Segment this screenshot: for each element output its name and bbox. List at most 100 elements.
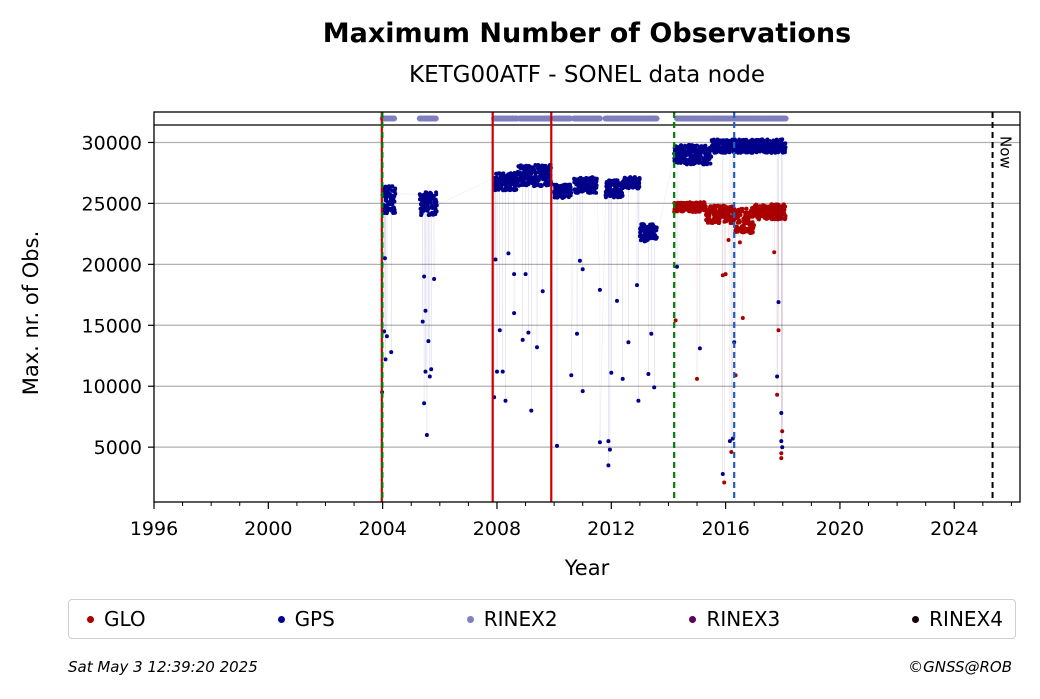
gps-point <box>783 145 788 150</box>
gps-point <box>418 193 423 198</box>
gps-point <box>434 209 439 214</box>
x-tick-label: 2012 <box>587 518 635 540</box>
gps-point <box>423 308 428 313</box>
gps-point <box>506 181 511 186</box>
gps-point <box>783 141 788 146</box>
glo-point <box>752 223 756 228</box>
gps-point <box>526 330 531 335</box>
gps-point <box>594 176 599 181</box>
gps-point <box>654 235 659 240</box>
gps-point <box>637 181 642 186</box>
legend-item-rinex3: RINEX3 <box>689 607 780 631</box>
glo-point <box>744 206 749 211</box>
y-tick-label: 5000 <box>94 437 142 459</box>
glo-point <box>695 376 699 381</box>
gps-point <box>529 408 534 413</box>
gps-point <box>420 319 425 324</box>
glo-point <box>742 225 746 230</box>
gps-point <box>594 190 599 195</box>
gps-point <box>780 137 785 142</box>
legend-label: GLO <box>104 607 146 631</box>
gps-point <box>620 193 625 198</box>
gps-point <box>779 439 784 444</box>
gps-point <box>782 150 787 155</box>
gps-point <box>577 258 582 263</box>
gps-point <box>543 163 548 168</box>
chart-title: Maximum Number of Observations <box>323 18 851 49</box>
gps-point <box>615 298 619 303</box>
x-axis-label: Year <box>564 556 610 580</box>
x-tick-label: 2000 <box>244 518 292 540</box>
gps-point <box>620 376 625 381</box>
gps-point <box>607 447 612 452</box>
gps-point <box>580 389 585 394</box>
gps-point <box>383 357 388 362</box>
legend-item-glo: GLO <box>87 607 146 631</box>
gps-point <box>780 445 785 450</box>
legend-marker <box>277 615 285 623</box>
footer-timestamp: Sat May 3 12:39:20 2025 <box>68 658 258 676</box>
gps-point <box>569 190 574 195</box>
gps-point <box>597 440 602 445</box>
gps-point <box>503 398 508 403</box>
gps-point <box>775 374 780 379</box>
gps-point <box>423 369 428 374</box>
gps-point <box>393 210 397 215</box>
legend-marker <box>87 615 94 623</box>
legend-item-rinex4: RINEX4 <box>912 607 1003 631</box>
gps-point <box>626 340 631 345</box>
gps-point <box>427 374 432 379</box>
gps-point <box>383 184 388 189</box>
glo-point <box>726 238 731 242</box>
y-tick-label: 30000 <box>82 132 142 154</box>
glo-point <box>783 214 788 218</box>
gps-point <box>539 183 544 188</box>
gps-point <box>422 401 427 406</box>
gps-point <box>709 154 714 159</box>
gps-point <box>675 264 679 269</box>
gps-point <box>705 161 710 165</box>
gps-point <box>575 331 579 336</box>
gps-point <box>520 337 525 342</box>
glo-point <box>673 318 678 323</box>
chart-subtitle: KETG00ATF - SONEL data node <box>409 62 765 88</box>
glo-point <box>707 213 712 218</box>
glo-point <box>722 480 727 485</box>
gps-point <box>512 272 517 277</box>
gps-point <box>594 183 599 188</box>
x-tick-label: 2020 <box>816 518 864 540</box>
glo-point <box>776 328 781 333</box>
gps-point <box>434 192 439 197</box>
glo-point <box>740 316 745 320</box>
gps-point <box>555 443 559 448</box>
gps-point <box>424 433 429 437</box>
gps-point <box>392 199 397 204</box>
glo-point <box>703 204 708 209</box>
gps-point <box>535 345 539 350</box>
gps-point <box>697 346 702 351</box>
glo-point <box>779 456 784 461</box>
gps-point <box>384 334 389 339</box>
x-tick-label: 2008 <box>473 518 521 540</box>
gps-point <box>615 178 620 183</box>
legend-item-rinex2: RINEX2 <box>466 607 558 631</box>
gps-point <box>646 372 651 376</box>
gps-point <box>523 272 528 277</box>
footer-credit: ©GNSS@ROB <box>908 658 1012 676</box>
glo-point <box>772 250 777 255</box>
x-tick-label: 1996 <box>130 518 178 540</box>
gps-point <box>606 439 611 444</box>
gps-point <box>677 155 682 160</box>
legend-item-gps: GPS <box>277 607 335 631</box>
legend-marker <box>912 615 920 623</box>
gps-point <box>429 191 434 196</box>
glo-point <box>782 207 787 212</box>
gps-point <box>605 181 610 186</box>
gps-point <box>422 274 427 279</box>
gps-point <box>513 184 517 189</box>
gps-point <box>512 311 517 316</box>
gps-point <box>606 463 611 468</box>
gps-point <box>500 369 505 374</box>
gps-point <box>428 200 433 205</box>
